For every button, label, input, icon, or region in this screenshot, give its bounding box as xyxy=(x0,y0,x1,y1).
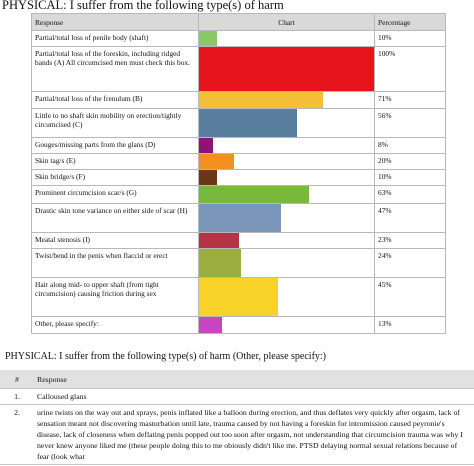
chart-cell xyxy=(198,232,375,249)
percentage-bar xyxy=(199,170,217,185)
other-responses-table: # Response 1. Calloused glans 2. urine twis… xyxy=(0,370,474,465)
response-label: Little to no shaft skin mobility on erec… xyxy=(31,108,199,138)
chart-cell xyxy=(198,203,375,233)
other-header-row: # Response xyxy=(0,370,474,389)
percentage-bar xyxy=(199,204,282,232)
table-row: Partial/total loss of the foreskin, incl… xyxy=(31,46,446,92)
response-label: Other, please specify: xyxy=(31,316,199,334)
table-row: Partial/total loss of the frenulum (B) 71… xyxy=(31,91,446,109)
response-label: Partial/total loss of the foreskin, incl… xyxy=(31,46,199,92)
percentage-bar xyxy=(199,278,278,316)
other-row-number: 2. xyxy=(0,404,34,465)
percentage-value: 100% xyxy=(374,46,446,92)
table-row: Twist/bend in the penis when flaccid or … xyxy=(31,248,446,278)
table-row: Prominent circumcision scar/s (G) 63% xyxy=(31,185,446,204)
other-row-text: Calloused glans xyxy=(34,388,474,405)
table-row: Little to no shaft skin mobility on erec… xyxy=(31,108,446,138)
response-label: Partial/total loss of the frenulum (B) xyxy=(31,91,199,109)
response-label: Skin bridge/s (F) xyxy=(31,169,199,186)
percentage-bar xyxy=(199,249,241,277)
header-chart: Chart xyxy=(198,13,375,31)
table-row: Gouges/missing parts from the glans (D) 8… xyxy=(31,137,446,154)
percentage-bar xyxy=(199,233,240,248)
percentage-value: 63% xyxy=(374,185,446,204)
percentage-bar xyxy=(199,138,213,153)
table-header-row: Response Chart Percentage xyxy=(31,13,446,31)
chart-cell xyxy=(198,91,375,109)
percentage-bar xyxy=(199,317,222,333)
header-number: # xyxy=(0,370,34,389)
response-label: Hair along mid- to upper shaft (from tig… xyxy=(31,277,199,317)
percentage-value: 56% xyxy=(374,108,446,138)
header-response: Response xyxy=(31,13,199,31)
percentage-value: 10% xyxy=(374,30,446,47)
percentage-value: 47% xyxy=(374,203,446,233)
chart-cell xyxy=(198,185,375,204)
percentage-value: 20% xyxy=(374,153,446,170)
percentage-bar xyxy=(199,92,324,108)
response-label: Drastic skin tone variance on either sid… xyxy=(31,203,199,233)
table-row: Meatal stenosis (I) 23% xyxy=(31,232,446,249)
response-label: Partial/total loss of penile body (shaft… xyxy=(31,30,199,47)
other-row: 1. Calloused glans xyxy=(0,388,474,405)
percentage-value: 10% xyxy=(374,169,446,186)
table-row: Skin tag/s (E) 20% xyxy=(31,153,446,170)
other-row-text: urine twists on the way out and sprays, … xyxy=(34,404,474,465)
response-label: Twist/bend in the penis when flaccid or … xyxy=(31,248,199,278)
response-label: Skin tag/s (E) xyxy=(31,153,199,170)
chart-cell xyxy=(198,277,375,317)
response-label: Meatal stenosis (I) xyxy=(31,232,199,249)
percentage-value: 45% xyxy=(374,277,446,317)
chart-cell xyxy=(198,46,375,92)
percentage-value: 8% xyxy=(374,137,446,154)
other-title: PHYSICAL: I suffer from the following ty… xyxy=(5,351,327,362)
percentage-value: 13% xyxy=(374,316,446,334)
percentage-bar xyxy=(199,109,297,137)
chart-cell xyxy=(198,30,375,47)
table-row: Other, please specify: 13% xyxy=(31,316,446,334)
table-row: Drastic skin tone variance on either sid… xyxy=(31,203,446,233)
percentage-bar xyxy=(199,47,374,91)
other-row: 2. urine twists on the way out and sprays… xyxy=(0,404,474,465)
header-other-response: Response xyxy=(34,370,474,389)
percentage-bar xyxy=(199,31,217,46)
chart-cell xyxy=(198,108,375,138)
percentage-bar xyxy=(199,154,234,169)
table-row: Partial/total loss of penile body (shaft… xyxy=(31,30,446,47)
table-row: Skin bridge/s (F) 10% xyxy=(31,169,446,186)
chart-cell xyxy=(198,248,375,278)
chart-cell xyxy=(198,137,375,154)
table-row: Hair along mid- to upper shaft (from tig… xyxy=(31,277,446,317)
chart-cell xyxy=(198,153,375,170)
chart-cell xyxy=(198,316,375,334)
page-title: PHYSICAL: I suffer from the following ty… xyxy=(2,0,284,12)
percentage-value: 23% xyxy=(374,232,446,249)
percentage-value: 24% xyxy=(374,248,446,278)
response-label: Prominent circumcision scar/s (G) xyxy=(31,185,199,204)
other-row-number: 1. xyxy=(0,388,34,405)
harm-table: Response Chart Percentage Partial/total … xyxy=(31,13,446,334)
header-percentage: Percentage xyxy=(374,13,446,31)
percentage-value: 71% xyxy=(374,91,446,109)
chart-cell xyxy=(198,169,375,186)
percentage-bar xyxy=(199,186,310,203)
response-label: Gouges/missing parts from the glans (D) xyxy=(31,137,199,154)
